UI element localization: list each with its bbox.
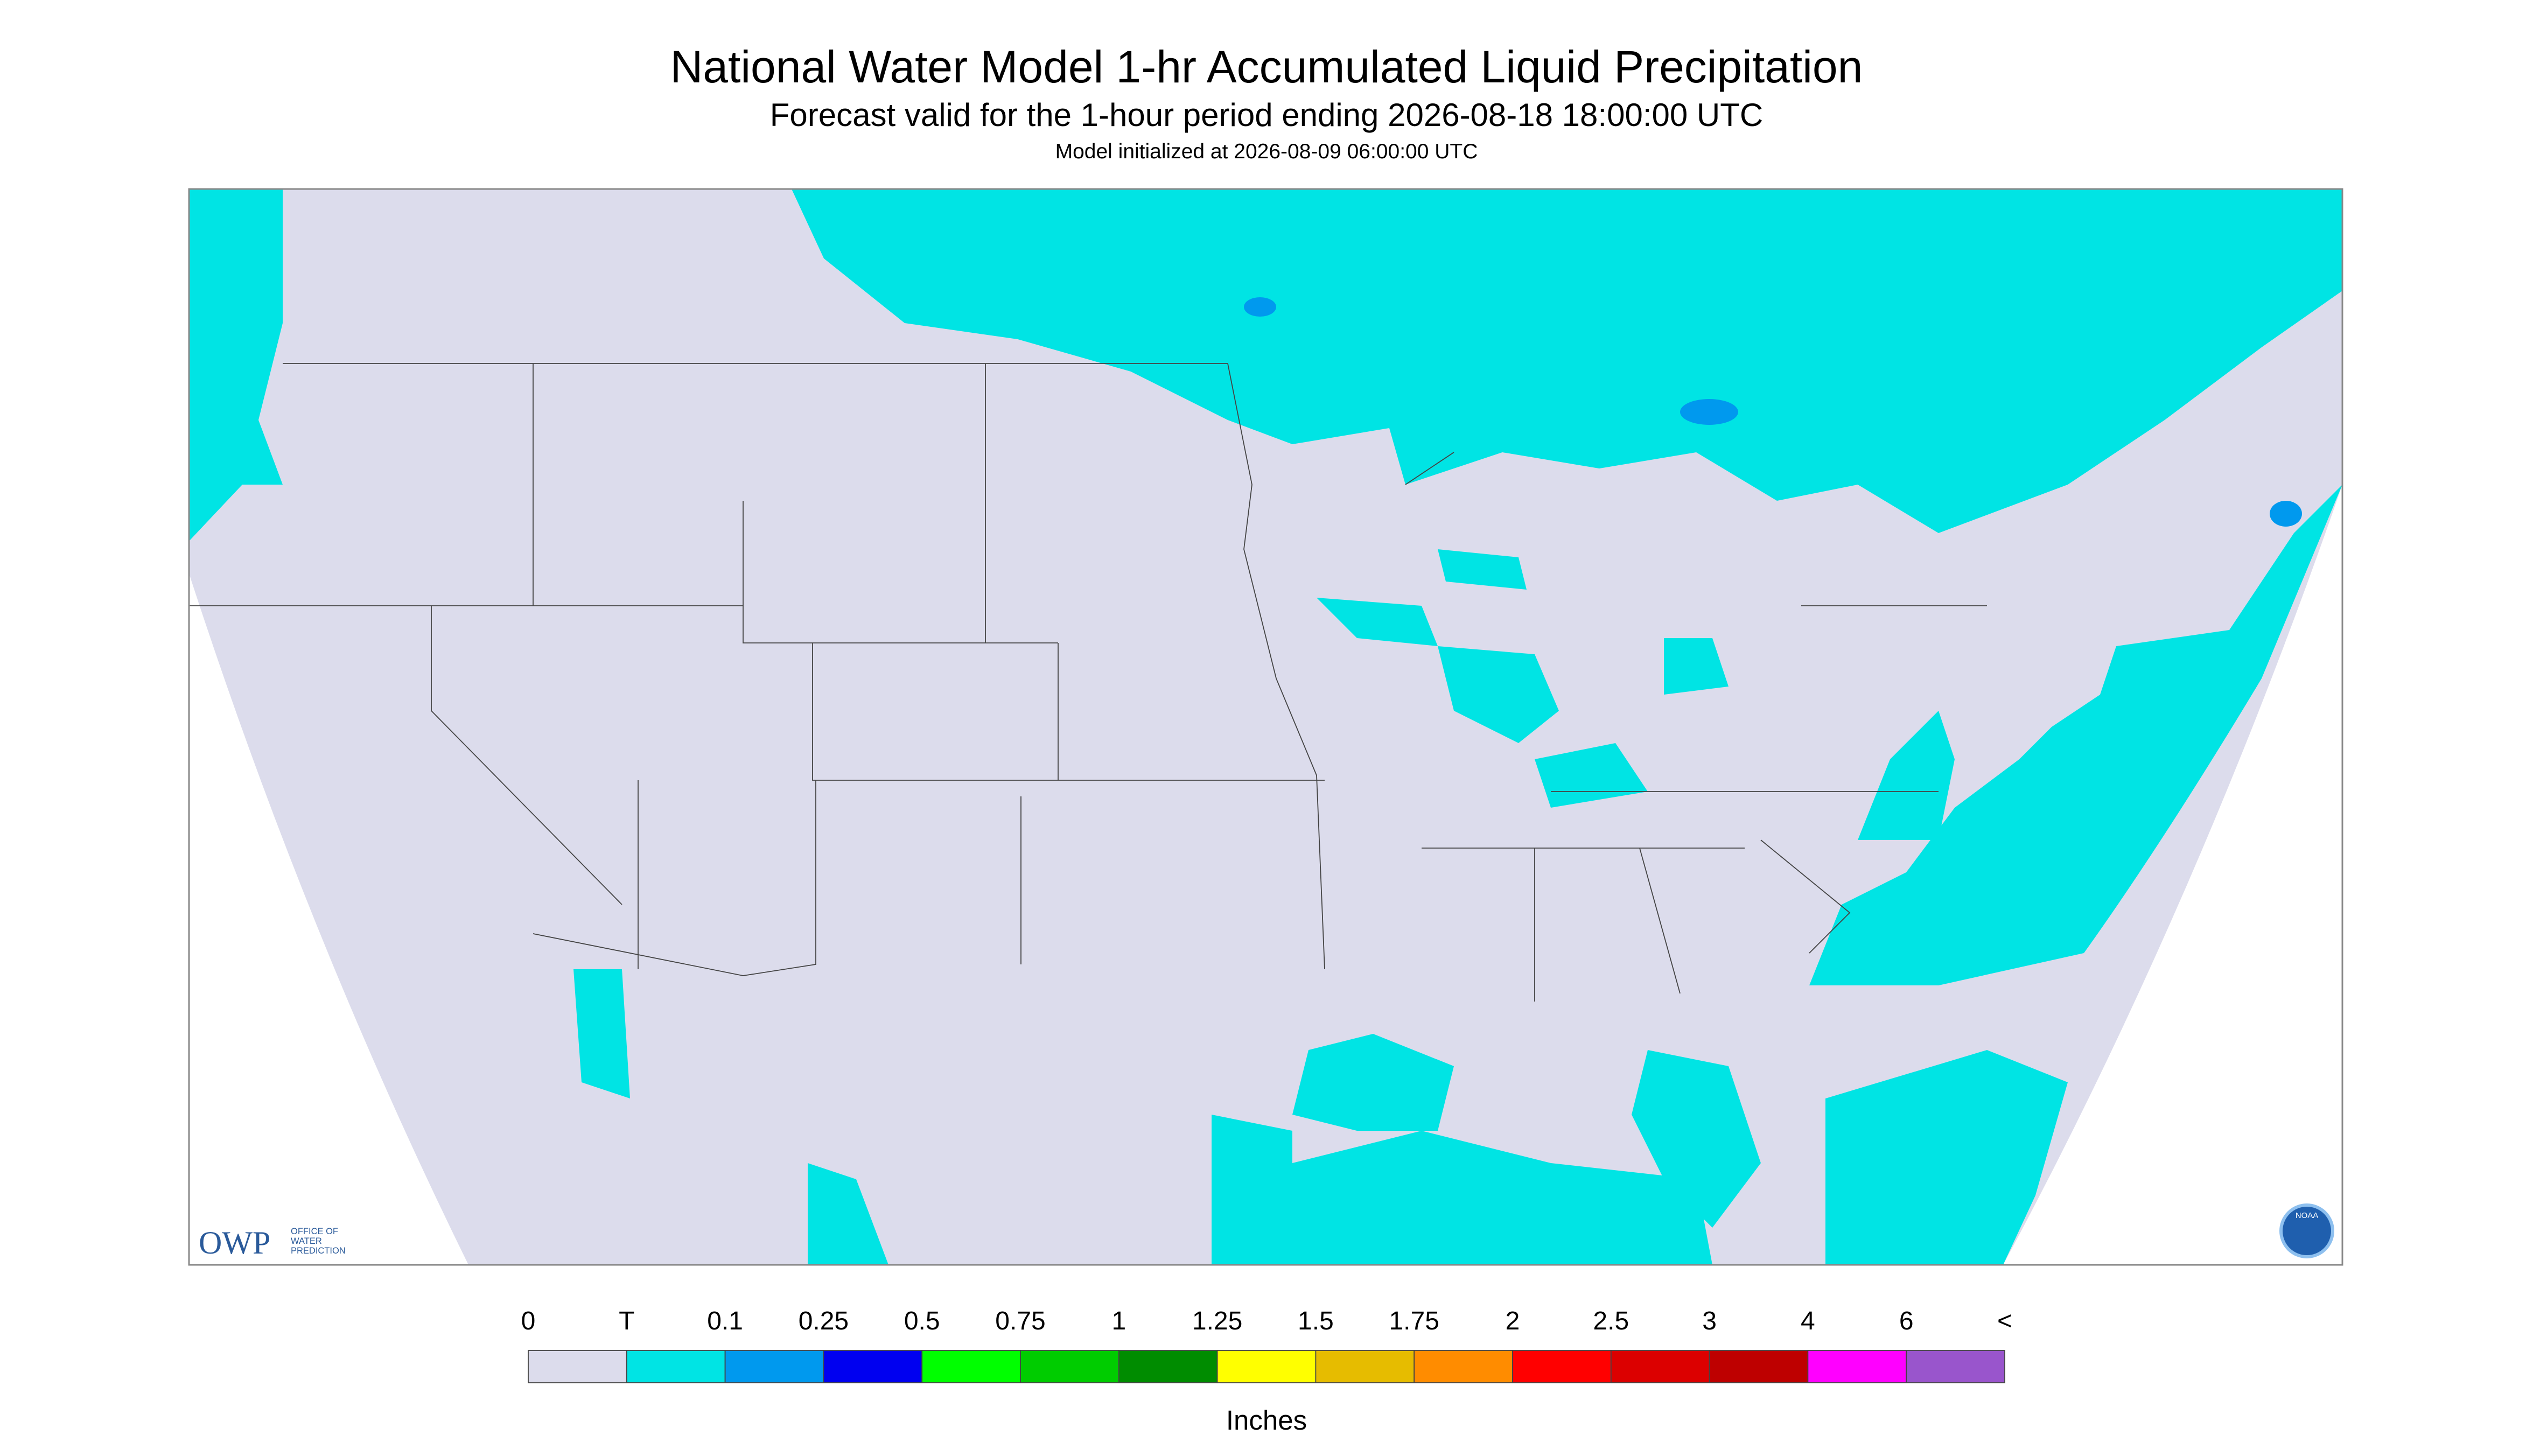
legend-swatch	[1512, 1350, 1612, 1383]
owp-text: PREDICTION	[291, 1246, 346, 1256]
noaa-logo: NOAA	[2296, 1211, 2319, 1220]
legend-swatch	[1709, 1350, 1809, 1383]
legend-swatch	[921, 1350, 1021, 1383]
owp-text: WATER	[291, 1236, 322, 1246]
legend: 0 T 0.1 0.25 0.5 0.75 1 1.25 1.5 1.75 2 2.5 3 4 6 <	[521, 1307, 2012, 1383]
legend-unit: Inches	[1226, 1405, 1307, 1436]
legend-swatch	[823, 1350, 923, 1383]
legend-label: 1.25	[1192, 1307, 1242, 1335]
legend-label: 2	[1506, 1307, 1520, 1335]
legend-swatch	[1020, 1350, 1119, 1383]
map: OWP OFFICE OF WATER PREDICTION NOAA	[188, 188, 2343, 1266]
legend-label: 3	[1702, 1307, 1717, 1335]
owp-logo: OWP	[199, 1225, 270, 1261]
subtitle: Forecast valid for the 1-hour period end…	[770, 97, 1763, 133]
title: National Water Model 1-hr Accumulated Li…	[670, 41, 1863, 92]
legend-label: 0.75	[995, 1307, 1045, 1335]
legend-swatch	[1315, 1350, 1415, 1383]
legend-label: 0.1	[707, 1307, 743, 1335]
legend-label: T	[619, 1307, 634, 1335]
legend-label: 4	[1801, 1307, 1815, 1335]
legend-swatch	[1216, 1350, 1317, 1383]
legend-swatch	[1906, 1350, 2005, 1383]
legend-label: 0.25	[799, 1307, 849, 1335]
legend-swatch	[1807, 1350, 1907, 1383]
legend-swatch	[1414, 1350, 1513, 1383]
legend-label: 1.75	[1389, 1307, 1439, 1335]
legend-label: <	[1997, 1307, 2012, 1335]
legend-label: 0.5	[904, 1307, 940, 1335]
legend-label: 6	[1899, 1307, 1914, 1335]
init-note: Model initialized at 2026-08-09 06:00:00…	[1055, 140, 1478, 163]
precip-areas	[189, 189, 2342, 1265]
legend-label: 1.5	[1298, 1307, 1334, 1335]
legend-swatch	[1118, 1350, 1218, 1383]
legend-swatch	[528, 1350, 627, 1383]
legend-label: 2.5	[1593, 1307, 1629, 1335]
owp-text: OFFICE OF	[291, 1227, 338, 1236]
legend-label: 1	[1111, 1307, 1126, 1335]
legend-swatch	[724, 1350, 824, 1383]
legend-label: 0	[521, 1307, 536, 1335]
legend-swatch	[1610, 1350, 1710, 1383]
legend-swatch	[626, 1350, 726, 1383]
